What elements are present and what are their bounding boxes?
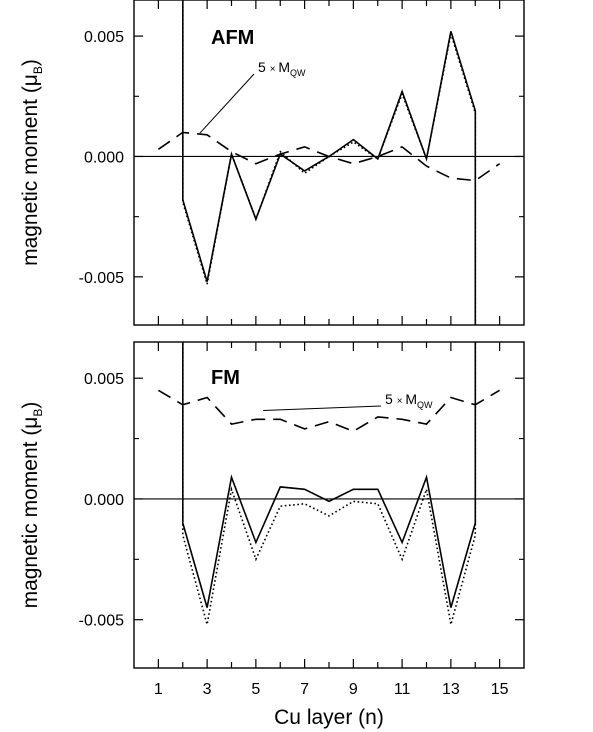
panel-2-ylabel-close: ): [19, 402, 42, 409]
panel-1-series-dotted: [182, 0, 477, 325]
panel-2-ytick-label: 0.005: [84, 371, 124, 388]
panel-2-series-group: [157, 342, 501, 625]
panel-2-annotation-times: ×: [397, 396, 406, 407]
panel-1-series-group: [157, 0, 501, 325]
panel-2-xtick-label: 5: [251, 681, 260, 698]
panel-2-xtick-label: 3: [203, 681, 212, 698]
panel-2-annotation-leader: [263, 405, 382, 411]
panel-2-ylabel-text: magnetic moment (μ: [19, 417, 42, 609]
panel-1-frame: [133, 0, 525, 326]
panel-2-ytick-label: 0.000: [84, 492, 124, 509]
panel-2-xtick-label: 7: [300, 681, 309, 698]
panel-1-ytick-label: 0.000: [84, 149, 124, 166]
panel-2-annotation-number: 5: [385, 391, 397, 407]
panel-2-annotation-symbol: M: [405, 391, 417, 407]
panel-2-ylabel: magnetic moment (μB): [19, 402, 45, 609]
panel-2-xtick-label: 1: [154, 681, 163, 698]
panel-2-xtick-label: 15: [491, 681, 509, 698]
panel-2-xtick-label: 9: [349, 681, 358, 698]
panel-2-ylabel-sub: B: [31, 409, 45, 417]
panel-1-label: AFM: [211, 27, 254, 49]
panel-2-ytick-label: -0.005: [79, 613, 124, 630]
panel-2-series-dashed: [157, 389, 501, 433]
panel-1-ylabel-sub: B: [31, 66, 45, 74]
panel-2-frame: [133, 341, 525, 669]
panel-2-annotation: 5 × MQW: [385, 391, 433, 410]
panel-1-ylabel-close: ): [19, 59, 42, 66]
panel-1-annotation-number: 5: [258, 59, 270, 75]
panel-1-annotation-symbol: M: [278, 59, 290, 75]
panel-2-series-solid: [182, 342, 477, 608]
panel-2-xlabel: Cu layer (n): [274, 706, 384, 729]
panel-1-annotation-times: ×: [270, 64, 279, 75]
panel-2-label: FM: [211, 367, 240, 389]
panel-1-ylabel-text: magnetic moment (μ: [19, 74, 42, 266]
panel-1-annotation-leader: [199, 73, 255, 134]
panel-2-annotation-sub: QW: [417, 400, 433, 410]
panel-2-series-dotted: [182, 342, 477, 625]
panel-2-xtick-label: 13: [442, 681, 460, 698]
panel-1-annotation-sub: QW: [290, 68, 306, 78]
panel-1-series-dashed: [157, 131, 501, 182]
panel-1-annotation: 5 × MQW: [258, 59, 306, 78]
panel-2-xtick-label: 11: [394, 681, 411, 698]
panel-1-ytick-label: 0.005: [84, 29, 124, 46]
panel-1-ylabel: magnetic moment (μB): [19, 59, 45, 266]
panel-1-ytick-label: -0.005: [79, 270, 124, 287]
